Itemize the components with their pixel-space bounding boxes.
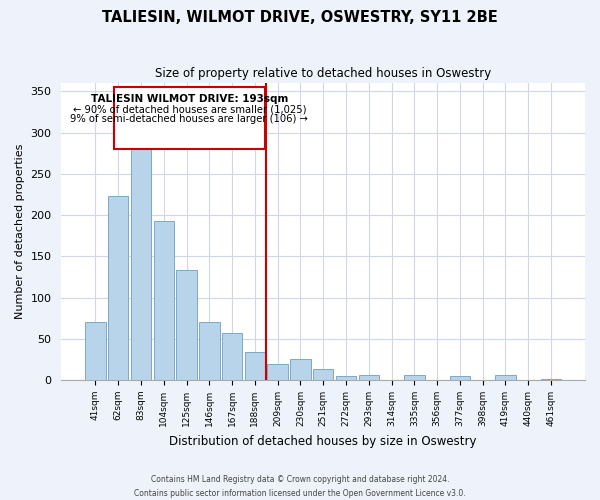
Bar bbox=[336, 376, 356, 380]
Bar bbox=[108, 196, 128, 380]
FancyBboxPatch shape bbox=[113, 87, 265, 149]
Y-axis label: Number of detached properties: Number of detached properties bbox=[15, 144, 25, 320]
Bar bbox=[268, 364, 288, 380]
Title: Size of property relative to detached houses in Oswestry: Size of property relative to detached ho… bbox=[155, 68, 491, 80]
Bar bbox=[359, 375, 379, 380]
Bar bbox=[131, 149, 151, 380]
Bar bbox=[245, 352, 265, 380]
Text: TALIESIN WILMOT DRIVE: 193sqm: TALIESIN WILMOT DRIVE: 193sqm bbox=[91, 94, 288, 104]
X-axis label: Distribution of detached houses by size in Oswestry: Distribution of detached houses by size … bbox=[169, 434, 477, 448]
Text: 9% of semi-detached houses are larger (106) →: 9% of semi-detached houses are larger (1… bbox=[70, 114, 308, 124]
Bar bbox=[290, 360, 311, 380]
Bar bbox=[449, 376, 470, 380]
Bar bbox=[222, 333, 242, 380]
Bar bbox=[404, 375, 425, 380]
Bar bbox=[495, 375, 515, 380]
Text: TALIESIN, WILMOT DRIVE, OSWESTRY, SY11 2BE: TALIESIN, WILMOT DRIVE, OSWESTRY, SY11 2… bbox=[102, 10, 498, 25]
Bar bbox=[154, 221, 174, 380]
Bar bbox=[313, 368, 334, 380]
Bar bbox=[541, 379, 561, 380]
Text: Contains HM Land Registry data © Crown copyright and database right 2024.
Contai: Contains HM Land Registry data © Crown c… bbox=[134, 476, 466, 498]
Text: ← 90% of detached houses are smaller (1,025): ← 90% of detached houses are smaller (1,… bbox=[73, 104, 306, 115]
Bar bbox=[85, 322, 106, 380]
Bar bbox=[199, 322, 220, 380]
Bar bbox=[176, 270, 197, 380]
